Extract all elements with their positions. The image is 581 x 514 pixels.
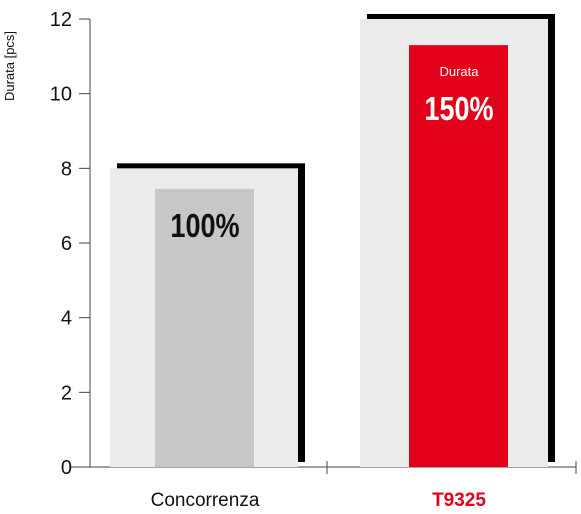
y-tick-label: 4 xyxy=(61,308,72,330)
data-label: 150% xyxy=(424,92,493,128)
y-tick-label: 0 xyxy=(61,457,72,479)
bars: 100% Concorrenza Durata 150% T9325 xyxy=(110,14,555,511)
y-tick-label: 8 xyxy=(61,158,72,180)
category-label: Concorrenza xyxy=(151,490,260,511)
bar-t9325 xyxy=(409,45,508,468)
y-axis-label: Durata [pcs] xyxy=(2,31,17,101)
data-label: 100% xyxy=(170,208,239,244)
bar-concorrenza xyxy=(155,188,254,467)
y-tick-label: 6 xyxy=(61,233,72,255)
bar-caption: Durata xyxy=(439,64,479,79)
y-tick-label: 10 xyxy=(50,84,72,106)
y-tick-label: 2 xyxy=(61,382,72,404)
y-tick-label: 12 xyxy=(50,9,72,31)
axes: 0 2 4 6 8 10 12 xyxy=(50,9,577,479)
category-label: T9325 xyxy=(432,490,486,511)
